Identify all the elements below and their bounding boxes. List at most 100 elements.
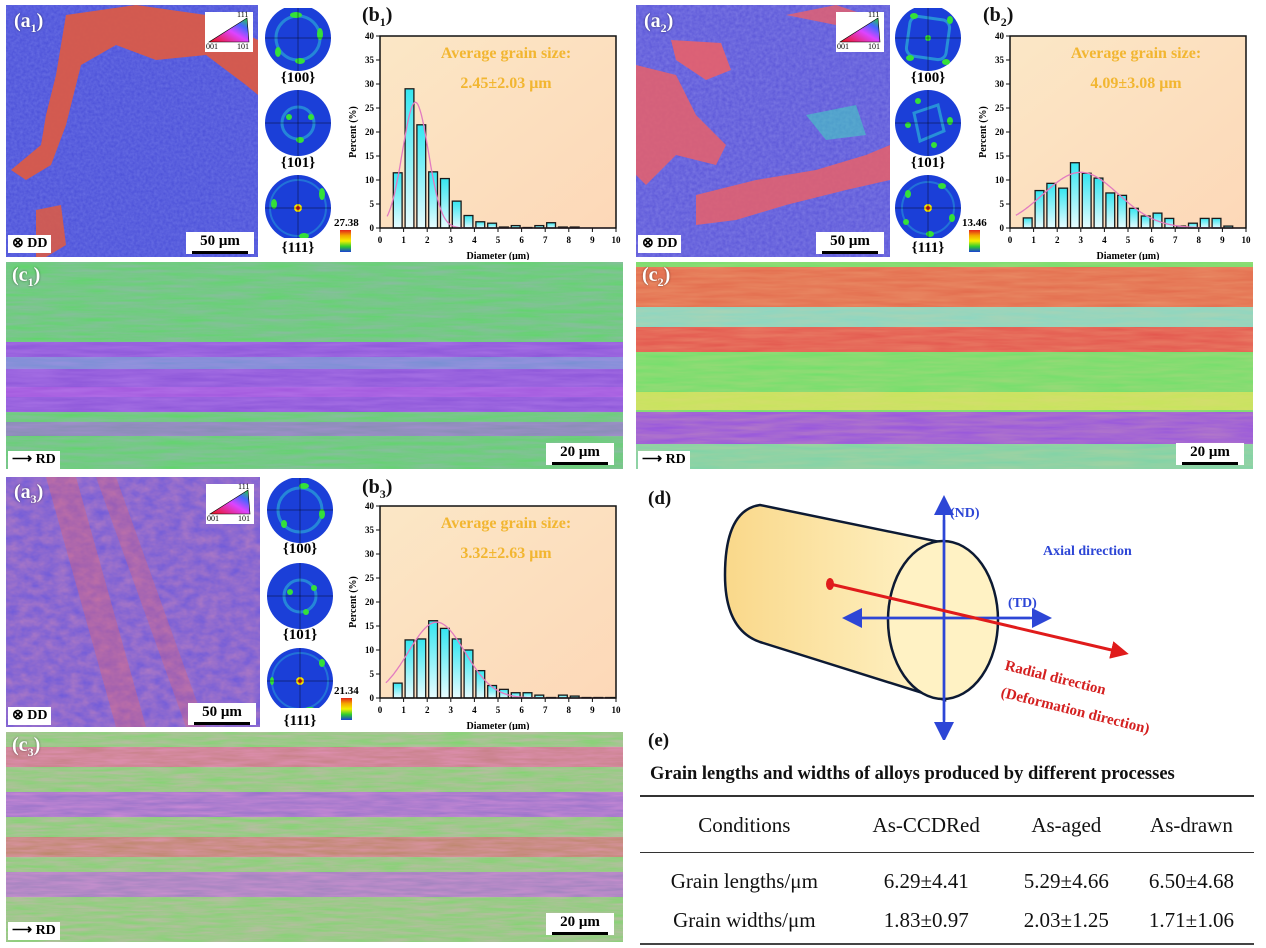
histogram-bar [404, 639, 415, 699]
ebsd-texture-c2 [636, 262, 1253, 469]
y-axis-label: Percent (%) [978, 106, 989, 158]
scale-bar-c2: 20 μm [1176, 443, 1244, 465]
ipf-right-label: 101 [238, 514, 250, 523]
y-tick-label: 5 [370, 199, 375, 209]
cell-value: 6.50±4.68 [1148, 869, 1234, 893]
row-label: Grain widths/μm [640, 901, 849, 945]
x-axis-label: Diameter (μm) [1097, 251, 1160, 260]
cell-value: 2.03±1.25 [1003, 901, 1129, 945]
pf-label-100-a2: {100} [910, 70, 946, 86]
y-tick-label: 40 [995, 31, 1005, 41]
direction-label-a3: ⊗ DD [8, 707, 52, 725]
colorbar-max-a3: 21.34 [334, 685, 359, 697]
plot-background [380, 36, 616, 228]
x-tick-label: 4 [472, 235, 477, 245]
x-tick-label: 4 [1102, 235, 1107, 245]
y-tick-label: 35 [365, 55, 375, 65]
x-axis-label: Diameter (μm) [467, 721, 530, 730]
panel-label-a1: (a1) [14, 10, 44, 35]
x-tick-label: 1 [1031, 235, 1036, 245]
pf-label-111-a2: {111} [911, 240, 945, 256]
scale-bar-c1: 20 μm [546, 443, 614, 465]
pole-figures-a3 [266, 477, 336, 714]
header-as-aged: As-aged [1003, 795, 1129, 853]
x-tick-label: 6 [519, 235, 524, 245]
td-label: (TD) [1008, 596, 1037, 611]
x-tick-label: 10 [612, 705, 622, 715]
direction-label-c1: ⟶ RD [8, 451, 60, 469]
histogram-bar [1034, 189, 1045, 229]
cylinder-diagram [723, 495, 1129, 740]
histogram-bar [475, 221, 486, 229]
histogram-bar [416, 638, 427, 699]
ebsd-map-c3 [6, 732, 623, 942]
y-tick-label: 30 [995, 79, 1005, 89]
histogram-bar [416, 124, 427, 229]
direction-label-c3: ⟶ RD [8, 922, 60, 940]
x-tick-label: 1 [401, 705, 406, 715]
x-tick-label: 3 [1079, 235, 1084, 245]
average-grain-size-label: Average grain size: [441, 45, 571, 62]
average-grain-size-value: 4.09±3.08 μm [1090, 75, 1182, 92]
y-tick-label: 35 [365, 525, 375, 535]
pole-figure-discs [265, 5, 331, 241]
x-tick-label: 9 [590, 235, 595, 245]
average-grain-size-label: Average grain size: [441, 515, 571, 532]
direction-label-a2: ⊗ DD [638, 235, 682, 253]
panel-label-d: (d) [648, 488, 672, 509]
x-tick-label: 2 [1055, 235, 1060, 245]
histogram-bar [1093, 177, 1104, 229]
y-tick-label: 20 [365, 597, 375, 607]
x-tick-label: 8 [1197, 235, 1202, 245]
histogram-bar [1128, 207, 1139, 229]
colorbar-a1 [340, 230, 351, 252]
ipf-key-a3: 111 001 101 [206, 482, 254, 524]
x-tick-label: 8 [567, 235, 572, 245]
y-tick-label: 0 [370, 223, 375, 233]
histogram-bar [1081, 172, 1092, 229]
table-row: Grain lengths/μm 6.29±4.41 5.29±4.66 6.5… [640, 853, 1254, 902]
y-tick-label: 25 [365, 103, 375, 113]
ebsd-texture-a2 [636, 5, 890, 257]
histogram-bar [451, 200, 462, 229]
x-tick-label: 5 [1126, 235, 1131, 245]
direction-label-a1: ⊗ DD [8, 235, 52, 253]
grain-table: Conditions As-CCDRed As-aged As-drawn Gr… [640, 795, 1254, 945]
ebsd-map-c1 [6, 262, 623, 469]
panel-label-a3: (a3) [14, 481, 44, 506]
histogram-bar [439, 627, 450, 699]
histogram-bar [439, 177, 450, 229]
histogram-b2: 0 1 2 3 4 5 6 7 8 9 10 0 5 10 15 20 25 30 35 40 Diameter (μm… [978, 31, 1251, 260]
histogram-bar [1022, 217, 1033, 229]
histogram-bar [1105, 192, 1116, 229]
y-tick-label: 25 [995, 103, 1005, 113]
pf-label-100-a1: {100} [280, 70, 316, 86]
plot-background [380, 506, 616, 698]
y-tick-label: 40 [365, 31, 375, 41]
ipf-top-label: 111 [237, 10, 249, 19]
ipf-left-label: 001 [837, 42, 849, 51]
y-tick-label: 25 [365, 573, 375, 583]
header-conditions: Conditions [640, 795, 849, 853]
histogram-bar [1211, 217, 1222, 229]
colorbar-max-a2: 13.46 [962, 217, 987, 229]
panel-label-b3: (b3) [362, 476, 393, 501]
y-tick-label: 10 [995, 175, 1005, 185]
pf-label-111-a1: {111} [281, 240, 315, 256]
ipf-left-label: 001 [207, 514, 219, 523]
direction-label-c2: ⟶ RD [638, 451, 690, 469]
x-tick-label: 3 [449, 235, 454, 245]
y-tick-label: 15 [365, 151, 375, 161]
x-tick-label: 5 [496, 705, 501, 715]
header-as-ccdred: As-CCDRed [848, 795, 1004, 853]
x-tick-label: 3 [449, 705, 454, 715]
x-axis-label: Diameter (μm) [467, 251, 530, 260]
histogram-bar [428, 620, 439, 699]
scale-bar-a3: 50 μm [188, 703, 256, 725]
table-row: Grain widths/μm 1.83±0.97 2.03±1.25 1.71… [640, 901, 1254, 945]
ebsd-texture-c1 [6, 262, 623, 469]
y-tick-label: 0 [1000, 223, 1005, 233]
axial-direction-label: Axial direction [1043, 544, 1132, 559]
panel-label-c2: (c2) [642, 264, 671, 289]
table-header-row: Conditions As-CCDRed As-aged As-drawn [640, 795, 1254, 853]
